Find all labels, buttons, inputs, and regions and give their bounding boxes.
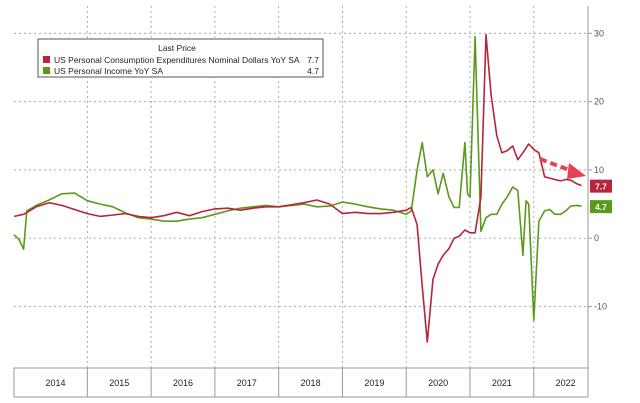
- x-axis-ticks: 2014 2015 2016 2017 2018 2019 2020 2021 2022: [45, 368, 576, 397]
- legend-swatch-pce: [43, 56, 50, 63]
- x-tick-label: 2017: [237, 378, 257, 388]
- last-value-badge-income-box: [590, 200, 612, 214]
- last-value-badge-pce-box: [590, 179, 612, 193]
- x-axis-band: [13, 367, 589, 398]
- x-tick-label: 2015: [109, 378, 129, 388]
- trend-arrow-shaft: [539, 157, 573, 173]
- y-tick-label: -10: [594, 302, 607, 312]
- last-value-badge-pce: 7.7: [590, 179, 612, 193]
- y-tick-label: 30: [594, 28, 604, 38]
- x-tick-label: 2022: [556, 378, 576, 388]
- series-line-pce: [13, 33, 582, 343]
- y-tick-label: 0: [594, 233, 599, 243]
- legend-swatch-income: [43, 67, 50, 74]
- legend-value-pce: 7.7: [307, 55, 319, 65]
- legend-header: Last Price: [158, 43, 196, 53]
- x-tick-label: 2014: [45, 378, 65, 388]
- legend-label-pce: US Personal Consumption Expenditures Nom…: [54, 55, 300, 65]
- legend-label-income: US Personal Income YoY SA: [54, 66, 163, 76]
- horizontal-gridlines: [14, 32, 588, 307]
- x-tick-label: 2020: [428, 378, 448, 388]
- legend: Last Price US Personal Consumption Expen…: [37, 38, 324, 78]
- y-tick-label: 20: [594, 97, 604, 107]
- last-value-badge-pce-text: 7.7: [595, 182, 607, 192]
- y-axis-ticks: -10 0 10 20 30: [588, 28, 607, 312]
- x-tick-label: 2021: [492, 378, 512, 388]
- trend-arrow-annotation: [539, 157, 586, 179]
- x-tick-label: 2018: [301, 378, 321, 388]
- legend-value-income: 4.7: [307, 66, 319, 76]
- x-tick-label: 2016: [173, 378, 193, 388]
- series-layer: [13, 33, 582, 343]
- x-tick-label: 2019: [364, 378, 384, 388]
- legend-box: [37, 38, 324, 78]
- last-value-badge-income: 4.7: [590, 200, 612, 214]
- last-value-badge-income-text: 4.7: [595, 202, 607, 212]
- trend-arrow-head: [567, 163, 586, 179]
- y-tick-label: 10: [594, 165, 604, 175]
